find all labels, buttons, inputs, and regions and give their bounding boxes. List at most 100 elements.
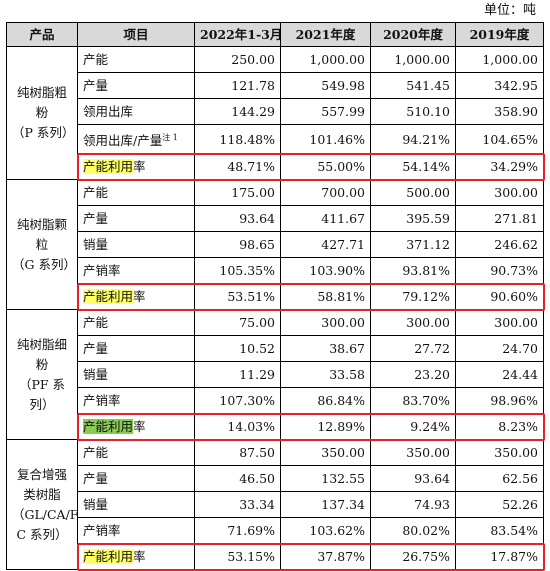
item-label-cell: 产销率 — [77, 387, 195, 415]
value-cell: 1,000.00 — [370, 46, 456, 73]
table-row: 领用出库/产量注 1 118.48% 101.46% 94.21% 104.65% — [7, 123, 544, 155]
highlighted-text: 产能利用 — [83, 419, 134, 435]
highlighted-text: 产能利用 — [83, 159, 134, 175]
value-cell: 10.52 — [194, 335, 281, 363]
table-row: 产销率 105.35% 103.90% 93.81% 90.73% — [7, 257, 544, 285]
product-name-line: 粉 — [35, 356, 49, 372]
highlighted-text: 产能利用 — [83, 549, 134, 565]
item-label-cell: 产销率 — [77, 517, 195, 545]
item-label-suffix: 率 — [133, 549, 146, 565]
table-row: 销量 33.34 137.34 74.93 52.26 — [7, 491, 544, 519]
utilization-row: 产能利用率 53.15% 37.87% 26.75% 17.87% — [7, 543, 544, 571]
product-name-line: C 系列） — [16, 526, 68, 542]
product-name-line: 复合增强 — [16, 466, 67, 482]
product-name-line: （GL/CA/F — [12, 506, 78, 522]
value-cell: 144.29 — [194, 98, 281, 125]
value-cell: 427.71 — [280, 231, 371, 259]
table-row: 产销率 71.69% 103.62% 80.02% 83.54% — [7, 517, 544, 545]
item-label: 产量 — [83, 78, 109, 93]
product-name-line: 纯树脂粗 — [16, 85, 67, 101]
item-label: 产量 — [83, 211, 109, 227]
product-name-line: （PF 系列） — [18, 376, 66, 412]
value-cell: 53.15% — [194, 543, 281, 571]
item-label: 产量 — [83, 341, 109, 357]
table-row: 产量 93.64 411.67 395.59 271.81 — [7, 205, 544, 233]
item-label-cell: 产能 — [77, 309, 195, 337]
value-cell: 90.73% — [455, 257, 544, 285]
value-cell: 103.62% — [280, 517, 371, 545]
value-cell: 358.90 — [455, 98, 544, 125]
item-label: 产能 — [83, 315, 109, 331]
item-label-suffix: 率 — [133, 419, 146, 435]
value-cell: 71.69% — [194, 517, 281, 545]
header-2019: 2019年度 — [455, 22, 544, 47]
header-2021: 2021年度 — [280, 22, 371, 47]
value-cell: 79.12% — [370, 283, 456, 311]
value-cell: 411.67 — [280, 205, 371, 233]
item-label-cell: 领用出库/产量注 1 — [77, 123, 195, 155]
value-cell: 246.62 — [455, 231, 544, 259]
value-cell: 510.10 — [370, 98, 456, 125]
product-category-cell: 纯树脂颗粒 （G 系列） — [6, 179, 78, 311]
item-label: 产量 — [83, 471, 109, 487]
table-row: 纯树脂颗粒 （G 系列） 产能 175.00 700.00 500.00 300.00 — [6, 179, 544, 311]
value-cell: 37.87% — [280, 543, 371, 571]
value-cell: 58.81% — [280, 283, 371, 311]
value-cell: 132.55 — [280, 465, 371, 493]
value-cell: 107.30% — [194, 387, 281, 415]
table-row: 复合增强 类树脂 （GL/CA/F C 系列） 产能 87.50 350.00 350.00 3… — [6, 439, 544, 571]
product-name-line: （P 系列） — [12, 125, 75, 141]
value-cell: 350.00 — [280, 439, 371, 467]
value-cell: 26.75% — [370, 543, 456, 571]
table-row: 销量 11.29 33.58 23.20 24.44 — [7, 361, 544, 389]
table-row: 产量 10.52 38.67 27.72 24.70 — [7, 335, 544, 363]
value-cell: 98.65 — [194, 231, 281, 259]
value-cell: 350.00 — [455, 439, 544, 467]
value-cell: 55.00% — [280, 153, 371, 181]
value-cell: 9.24% — [370, 413, 456, 441]
item-label-cell: 领用出库 — [77, 98, 195, 125]
value-cell: 1,000.00 — [280, 46, 371, 73]
value-cell: 300.00 — [455, 309, 544, 337]
item-label: 产能 — [83, 185, 109, 201]
product-name-line: 粒 — [35, 236, 49, 252]
value-cell: 541.45 — [370, 72, 456, 99]
item-label: 销量 — [83, 367, 109, 383]
value-cell: 105.35% — [194, 257, 281, 285]
value-cell: 46.50 — [194, 465, 281, 493]
product-name-line: 粉 — [35, 105, 49, 121]
value-cell: 12.89% — [280, 413, 371, 441]
value-cell: 74.93 — [370, 491, 456, 519]
value-cell: 38.67 — [280, 335, 371, 363]
product-name-line: 纯树脂颗 — [16, 216, 67, 232]
value-cell: 75.00 — [194, 309, 281, 337]
unit-label: 单位：吨 — [483, 3, 536, 18]
header-product: 产品 — [6, 22, 78, 47]
table-row: 纯树脂粗粉（P 系列） 产能 250.00 1,000.00 1,000.00 1,000… — [6, 45, 544, 181]
value-cell: 34.29% — [455, 153, 544, 181]
value-cell: 93.64 — [370, 465, 456, 493]
value-cell: 395.59 — [370, 205, 456, 233]
value-cell: 52.26 — [455, 491, 544, 519]
value-cell: 54.14% — [370, 153, 456, 181]
header-row: 产品 项目 2022年1-3月 2021年度 2020年度 2019年度 — [6, 22, 544, 47]
item-label-suffix: 率 — [133, 289, 146, 305]
header-2020: 2020年度 — [370, 22, 456, 47]
value-cell: 87.50 — [194, 439, 281, 467]
value-cell: 101.46% — [280, 123, 371, 155]
value-cell: 23.20 — [370, 361, 456, 389]
value-cell: 24.70 — [455, 335, 544, 363]
value-cell: 300.00 — [455, 179, 544, 207]
item-label-cell: 产量 — [77, 205, 195, 233]
product-category-cell: 纯树脂粗粉 （P 系列） — [6, 45, 78, 181]
item-label-cell: 产量 — [77, 72, 195, 99]
table-row: 销量 98.65 427.71 371.12 246.62 — [7, 231, 544, 259]
item-label: 领用出库 — [83, 104, 134, 119]
item-label-cell: 产能 — [77, 439, 195, 467]
value-cell: 86.84% — [280, 387, 371, 415]
item-label: 销量 — [83, 237, 109, 253]
product-name-line: 类树脂 — [23, 486, 61, 502]
value-cell: 11.29 — [194, 361, 281, 389]
value-cell: 53.51% — [194, 283, 281, 311]
value-cell: 137.34 — [280, 491, 371, 519]
